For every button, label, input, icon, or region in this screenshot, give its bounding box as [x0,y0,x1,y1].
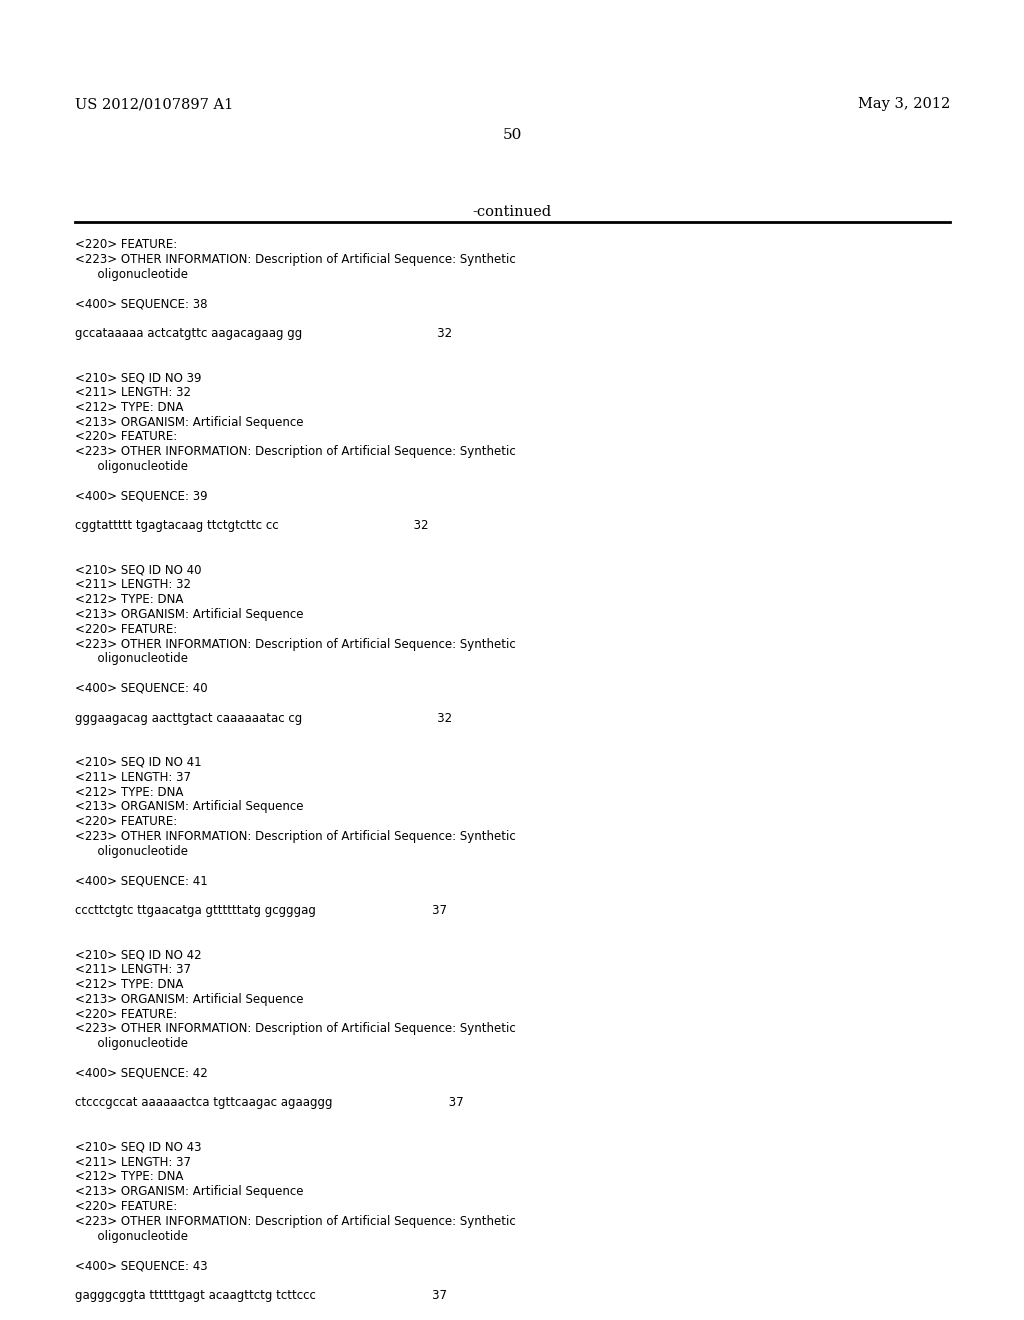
Text: <220> FEATURE:: <220> FEATURE: [75,238,177,251]
Text: <211> LENGTH: 32: <211> LENGTH: 32 [75,385,191,399]
Text: <400> SEQUENCE: 43: <400> SEQUENCE: 43 [75,1259,208,1272]
Text: oligonucleotide: oligonucleotide [75,1038,188,1051]
Text: gccataaaaa actcatgttc aagacagaag gg                                    32: gccataaaaa actcatgttc aagacagaag gg 32 [75,327,453,339]
Text: <213> ORGANISM: Artificial Sequence: <213> ORGANISM: Artificial Sequence [75,1185,303,1199]
Text: <400> SEQUENCE: 40: <400> SEQUENCE: 40 [75,682,208,696]
Text: 50: 50 [503,128,521,143]
Text: <220> FEATURE:: <220> FEATURE: [75,1007,177,1020]
Text: <213> ORGANISM: Artificial Sequence: <213> ORGANISM: Artificial Sequence [75,993,303,1006]
Text: <213> ORGANISM: Artificial Sequence: <213> ORGANISM: Artificial Sequence [75,609,303,620]
Text: <210> SEQ ID NO 43: <210> SEQ ID NO 43 [75,1140,202,1154]
Text: <211> LENGTH: 37: <211> LENGTH: 37 [75,964,191,977]
Text: <210> SEQ ID NO 39: <210> SEQ ID NO 39 [75,371,202,384]
Text: gagggcggta ttttttgagt acaagttctg tcttccc                               37: gagggcggta ttttttgagt acaagttctg tcttccc… [75,1288,447,1302]
Text: ctcccgccat aaaaaactca tgttcaagac agaaggg                               37: ctcccgccat aaaaaactca tgttcaagac agaaggg… [75,1097,464,1109]
Text: <220> FEATURE:: <220> FEATURE: [75,623,177,636]
Text: <223> OTHER INFORMATION: Description of Artificial Sequence: Synthetic: <223> OTHER INFORMATION: Description of … [75,1214,516,1228]
Text: <210> SEQ ID NO 40: <210> SEQ ID NO 40 [75,564,202,577]
Text: <212> TYPE: DNA: <212> TYPE: DNA [75,593,183,606]
Text: <212> TYPE: DNA: <212> TYPE: DNA [75,1171,183,1184]
Text: <210> SEQ ID NO 42: <210> SEQ ID NO 42 [75,948,202,961]
Text: gggaagacag aacttgtact caaaaaatac cg                                    32: gggaagacag aacttgtact caaaaaatac cg 32 [75,711,453,725]
Text: <211> LENGTH: 37: <211> LENGTH: 37 [75,1155,191,1168]
Text: <223> OTHER INFORMATION: Description of Artificial Sequence: Synthetic: <223> OTHER INFORMATION: Description of … [75,445,516,458]
Text: <211> LENGTH: 32: <211> LENGTH: 32 [75,578,191,591]
Text: <220> FEATURE:: <220> FEATURE: [75,816,177,828]
Text: US 2012/0107897 A1: US 2012/0107897 A1 [75,96,233,111]
Text: May 3, 2012: May 3, 2012 [858,96,950,111]
Text: <400> SEQUENCE: 38: <400> SEQUENCE: 38 [75,297,208,310]
Text: cccttctgtc ttgaacatga gttttttatg gcgggag                               37: cccttctgtc ttgaacatga gttttttatg gcgggag… [75,904,447,917]
Text: oligonucleotide: oligonucleotide [75,268,188,281]
Text: <212> TYPE: DNA: <212> TYPE: DNA [75,978,183,991]
Text: <220> FEATURE:: <220> FEATURE: [75,1200,177,1213]
Text: <220> FEATURE:: <220> FEATURE: [75,430,177,444]
Text: <400> SEQUENCE: 39: <400> SEQUENCE: 39 [75,490,208,503]
Text: oligonucleotide: oligonucleotide [75,652,188,665]
Text: <213> ORGANISM: Artificial Sequence: <213> ORGANISM: Artificial Sequence [75,416,303,429]
Text: <223> OTHER INFORMATION: Description of Artificial Sequence: Synthetic: <223> OTHER INFORMATION: Description of … [75,830,516,843]
Text: <223> OTHER INFORMATION: Description of Artificial Sequence: Synthetic: <223> OTHER INFORMATION: Description of … [75,638,516,651]
Text: <210> SEQ ID NO 41: <210> SEQ ID NO 41 [75,756,202,770]
Text: oligonucleotide: oligonucleotide [75,1230,188,1242]
Text: <213> ORGANISM: Artificial Sequence: <213> ORGANISM: Artificial Sequence [75,800,303,813]
Text: oligonucleotide: oligonucleotide [75,459,188,473]
Text: <223> OTHER INFORMATION: Description of Artificial Sequence: Synthetic: <223> OTHER INFORMATION: Description of … [75,253,516,265]
Text: -continued: -continued [472,205,552,219]
Text: oligonucleotide: oligonucleotide [75,845,188,858]
Text: <212> TYPE: DNA: <212> TYPE: DNA [75,401,183,413]
Text: <400> SEQUENCE: 42: <400> SEQUENCE: 42 [75,1067,208,1080]
Text: <211> LENGTH: 37: <211> LENGTH: 37 [75,771,191,784]
Text: cggtattttt tgagtacaag ttctgtcttc cc                                    32: cggtattttt tgagtacaag ttctgtcttc cc 32 [75,519,428,532]
Text: <400> SEQUENCE: 41: <400> SEQUENCE: 41 [75,874,208,887]
Text: <223> OTHER INFORMATION: Description of Artificial Sequence: Synthetic: <223> OTHER INFORMATION: Description of … [75,1023,516,1035]
Text: <212> TYPE: DNA: <212> TYPE: DNA [75,785,183,799]
